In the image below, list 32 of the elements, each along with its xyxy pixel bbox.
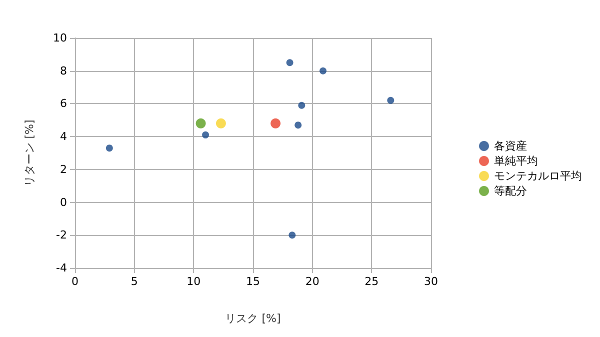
point — [320, 67, 327, 74]
legend-label: 単純平均 — [494, 154, 538, 168]
y-axis-title: リターン [%] — [23, 120, 36, 186]
y-tick-label: 6 — [60, 97, 67, 110]
x-tick-label: 10 — [186, 275, 201, 288]
point — [216, 118, 226, 128]
point — [298, 102, 306, 109]
point — [288, 232, 296, 239]
y-tick-label: 0 — [60, 196, 67, 209]
y-tick-label: -2 — [56, 228, 67, 242]
y-tick-label: 4 — [60, 130, 67, 144]
x-tick-label: 0 — [72, 275, 78, 288]
point — [294, 122, 302, 129]
y-tick-label: -4 — [56, 262, 67, 274]
point — [106, 144, 113, 152]
y-tick-label: 2 — [60, 162, 67, 176]
point — [196, 118, 206, 128]
legend-label: 等配分 — [494, 184, 527, 198]
y-tick-label: 10 — [53, 32, 67, 44]
point — [286, 59, 294, 66]
y-tick-label: 8 — [60, 64, 67, 78]
point — [387, 96, 394, 104]
x-tick-label: 5 — [130, 275, 138, 288]
x-tick-label: 20 — [305, 275, 320, 288]
x-tick-label: 15 — [246, 275, 260, 288]
point — [270, 118, 281, 128]
point — [202, 131, 210, 138]
x-axis-title: リスク [%] — [225, 312, 281, 325]
x-tick-label: 30 — [424, 275, 438, 288]
legend-label: 各資産 — [494, 140, 527, 152]
x-tick-label: 25 — [364, 275, 379, 288]
legend-label: モンテカルロ平均 — [494, 170, 582, 182]
